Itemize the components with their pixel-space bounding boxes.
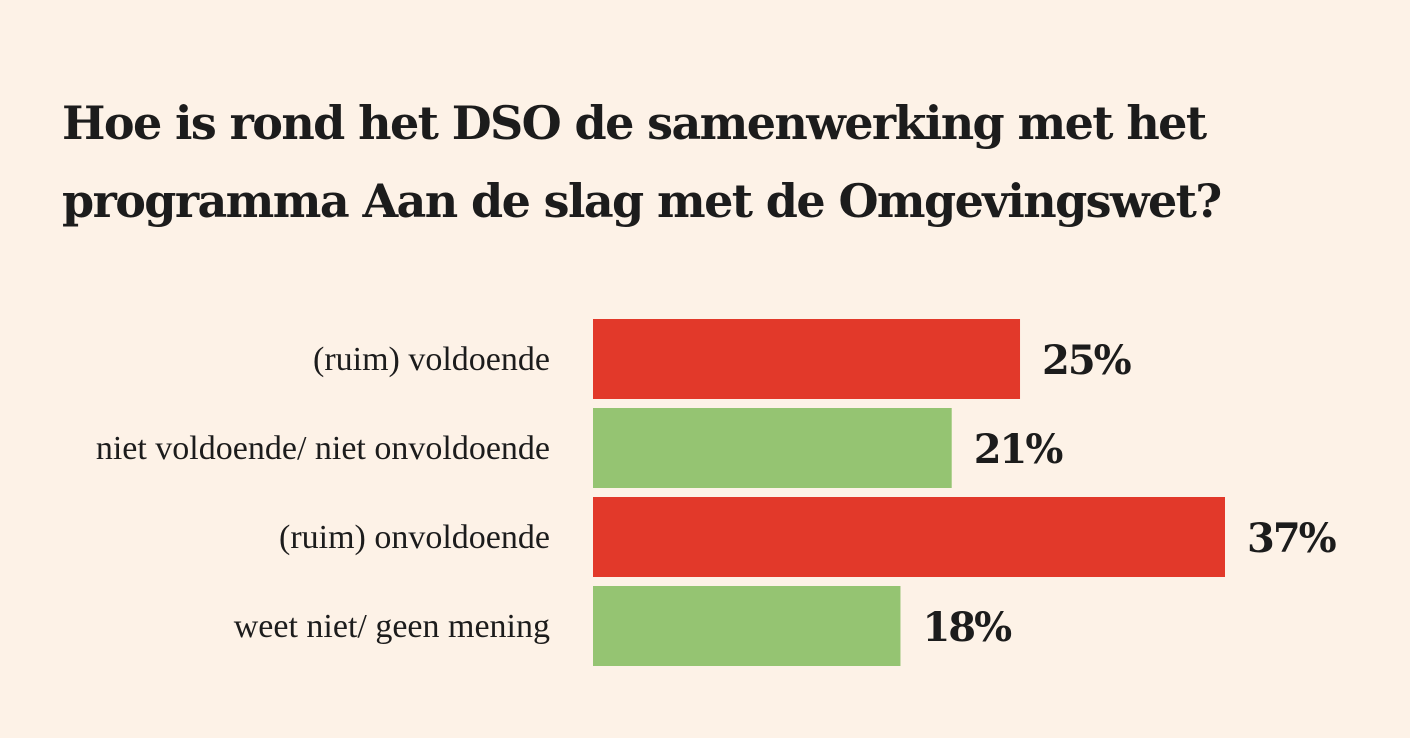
category-label: niet voldoende/ niet onvoldoende: [96, 430, 550, 467]
chart-title: Hoe is rond het DSO de samenwerking met …: [62, 96, 1222, 228]
bar-1: [593, 408, 952, 488]
category-label: weet niet/ geen mening: [234, 608, 550, 645]
value-label: 21%: [974, 426, 1064, 473]
bar-3: [593, 586, 901, 666]
category-label: (ruim) voldoende: [313, 341, 550, 378]
value-label: 25%: [1042, 337, 1132, 384]
bar-0: [593, 319, 1021, 399]
category-label: (ruim) onvoldoende: [279, 519, 550, 556]
value-label: 18%: [922, 604, 1012, 651]
bar-2: [593, 497, 1225, 577]
value-label: 37%: [1247, 515, 1337, 562]
